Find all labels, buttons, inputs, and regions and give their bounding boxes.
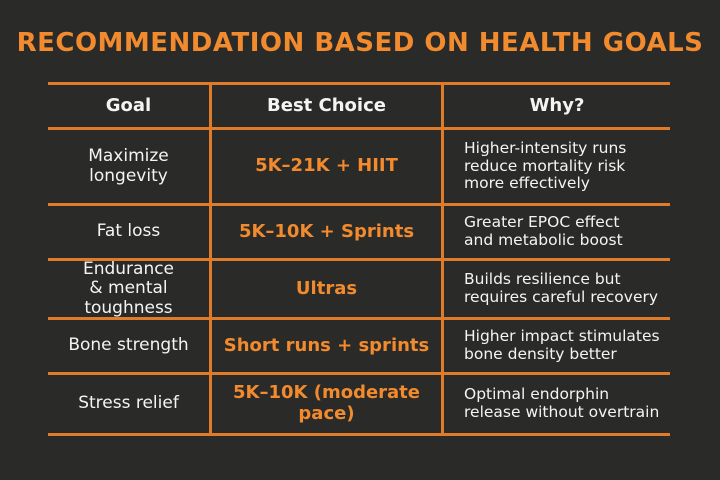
column-divider <box>441 82 444 436</box>
why-cell: Optimal endorphin release without overtr… <box>464 385 660 421</box>
table-row-why: Optimal endorphin release without overtr… <box>444 375 670 433</box>
why-cell: Builds resilience but requires careful r… <box>464 270 659 306</box>
goal-cell: Bone strength <box>68 335 189 356</box>
goal-cell: Endurance & mental toughness <box>82 258 175 318</box>
best-choice-cell: Short runs + sprints <box>223 334 430 356</box>
recommendation-table: Goal Best Choice Why? Maximize longevity… <box>48 82 670 436</box>
goal-cell: Fat loss <box>96 221 161 242</box>
row-divider <box>48 203 670 206</box>
table-border-top <box>48 82 670 85</box>
header-best-choice-label: Best Choice <box>267 94 386 116</box>
best-choice-cell: 5K–10K (moderate pace) <box>232 382 420 424</box>
row-divider <box>48 127 670 130</box>
table-row-best: Short runs + sprints <box>212 320 441 372</box>
table-row-why: Higher impact stimulates bone density be… <box>444 320 670 372</box>
why-cell: Higher-intensity runs reduce mortality r… <box>464 138 627 193</box>
table-row-best: 5K–10K (moderate pace) <box>212 375 441 433</box>
header-why-label: Why? <box>529 94 585 116</box>
row-divider <box>48 372 670 375</box>
header-goal-label: Goal <box>105 94 152 116</box>
why-cell: Greater EPOC effect and metabolic boost <box>464 213 623 249</box>
why-cell: Higher impact stimulates bone density be… <box>464 327 660 363</box>
table-row-goal: Endurance & mental toughness <box>48 258 209 318</box>
row-divider <box>48 258 670 261</box>
goal-cell: Stress relief <box>78 393 179 414</box>
table-row-goal: Maximize longevity <box>48 130 209 203</box>
column-divider <box>209 82 212 436</box>
header-best-choice: Best Choice <box>212 85 441 127</box>
table-row-why: Higher-intensity runs reduce mortality r… <box>444 130 670 203</box>
page-title: RECOMMENDATION BASED ON HEALTH GOALS <box>16 28 704 58</box>
header-why: Why? <box>444 85 670 127</box>
table-border-bottom <box>48 433 670 436</box>
goal-cell: Maximize longevity <box>88 145 169 186</box>
best-choice-cell: Ultras <box>295 277 358 299</box>
table-row-best: Ultras <box>212 261 441 317</box>
table-row-why: Greater EPOC effect and metabolic boost <box>444 206 670 258</box>
row-divider <box>48 317 670 320</box>
header-goal: Goal <box>48 85 209 127</box>
table-row-why: Builds resilience but requires careful r… <box>444 261 670 317</box>
table-row-goal: Fat loss <box>48 206 209 258</box>
table-row-best: 5K–21K + HIIT <box>212 130 441 203</box>
table-row-goal: Stress relief <box>48 375 209 433</box>
table-row-goal: Bone strength <box>48 320 209 372</box>
best-choice-cell: 5K–21K + HIIT <box>255 155 398 177</box>
best-choice-cell: 5K–10K + Sprints <box>238 220 415 242</box>
table-row-best: 5K–10K + Sprints <box>212 206 441 258</box>
